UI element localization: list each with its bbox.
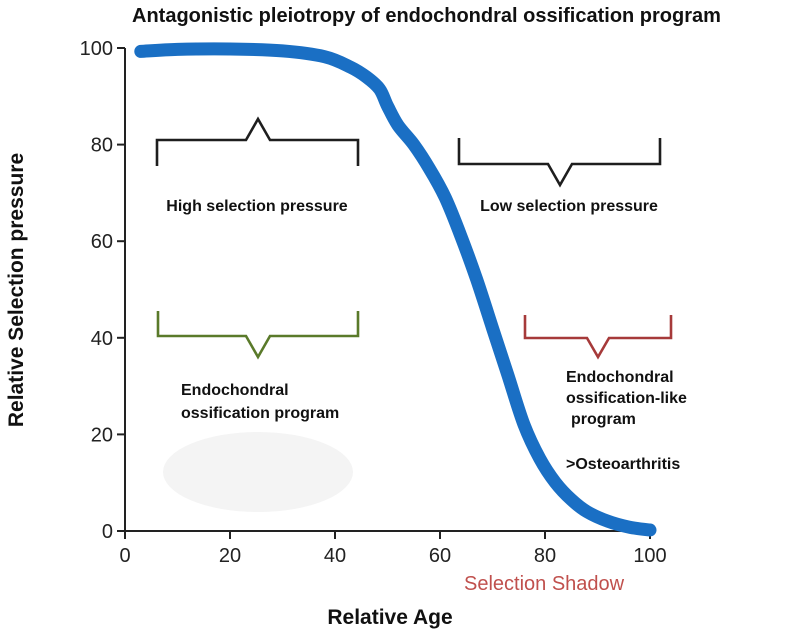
x-tick-label-0: 0 — [119, 545, 130, 567]
x-ticks: 0 20 40 60 80 100 — [119, 531, 667, 567]
ossification-like-bracket — [523, 315, 673, 360]
high-pressure-label: High selection pressure — [166, 198, 347, 215]
endochondral-bracket — [156, 311, 360, 360]
low-pressure-bracket — [457, 138, 662, 188]
y-ticks: 0 20 40 60 80 100 — [80, 38, 125, 543]
high-pressure-bracket — [155, 116, 360, 166]
y-tick-label-80: 80 — [91, 135, 113, 157]
y-axis-title: Relative Selection pressure — [5, 153, 28, 427]
selection-shadow-label: Selection Shadow — [464, 573, 625, 595]
ossification-like-label-line1: Endochondral — [566, 369, 674, 386]
low-pressure-label: Low selection pressure — [480, 198, 658, 215]
y-tick-label-20: 20 — [91, 424, 113, 446]
osteoarthritis-label: >Osteoarthritis — [566, 456, 680, 473]
chart-title: Antagonistic pleiotropy of endochondral … — [132, 5, 721, 27]
endochondral-label-line1: Endochondral — [181, 382, 289, 399]
y-tick-label-0: 0 — [102, 521, 113, 543]
y-tick-label-60: 60 — [91, 231, 113, 253]
x-tick-label-20: 20 — [219, 545, 241, 567]
x-tick-label-60: 60 — [429, 545, 451, 567]
ossification-like-label-line2: ossification-like — [566, 390, 687, 407]
y-tick-label-40: 40 — [91, 328, 113, 350]
faint-shade — [163, 432, 353, 512]
endochondral-label-line2: ossification program — [181, 405, 339, 422]
y-tick-label-100: 100 — [80, 38, 113, 60]
x-tick-label-100: 100 — [633, 545, 666, 567]
x-tick-label-40: 40 — [324, 545, 346, 567]
x-axis-title: Relative Age — [327, 606, 452, 629]
series-line-selection-pressure — [134, 42, 657, 537]
x-tick-label-80: 80 — [534, 545, 556, 567]
ossification-like-label-line3: program — [571, 411, 636, 428]
